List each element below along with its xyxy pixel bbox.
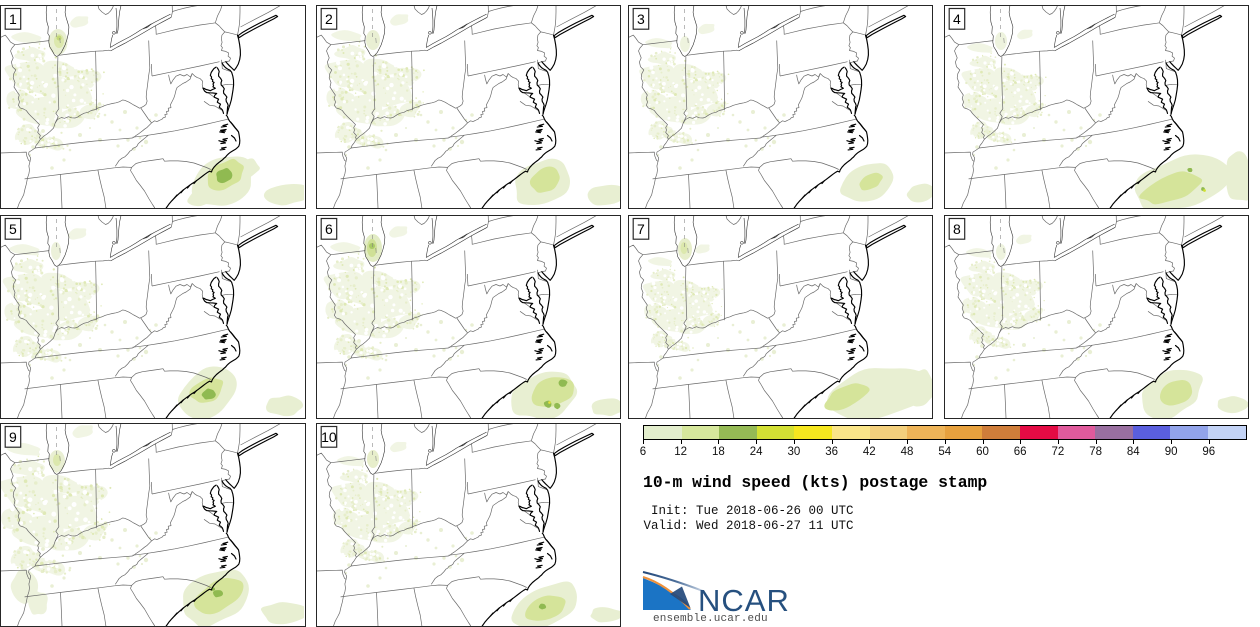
- svg-text:1: 1: [9, 11, 17, 27]
- svg-text:4: 4: [953, 11, 961, 27]
- svg-text:5: 5: [9, 221, 17, 237]
- svg-text:6: 6: [325, 221, 333, 237]
- svg-text:3: 3: [637, 11, 645, 27]
- svg-text:7: 7: [637, 221, 645, 237]
- svg-text:10: 10: [321, 429, 337, 445]
- svg-text:9: 9: [9, 429, 17, 445]
- svg-text:8: 8: [953, 221, 961, 237]
- svg-text:2: 2: [325, 11, 333, 27]
